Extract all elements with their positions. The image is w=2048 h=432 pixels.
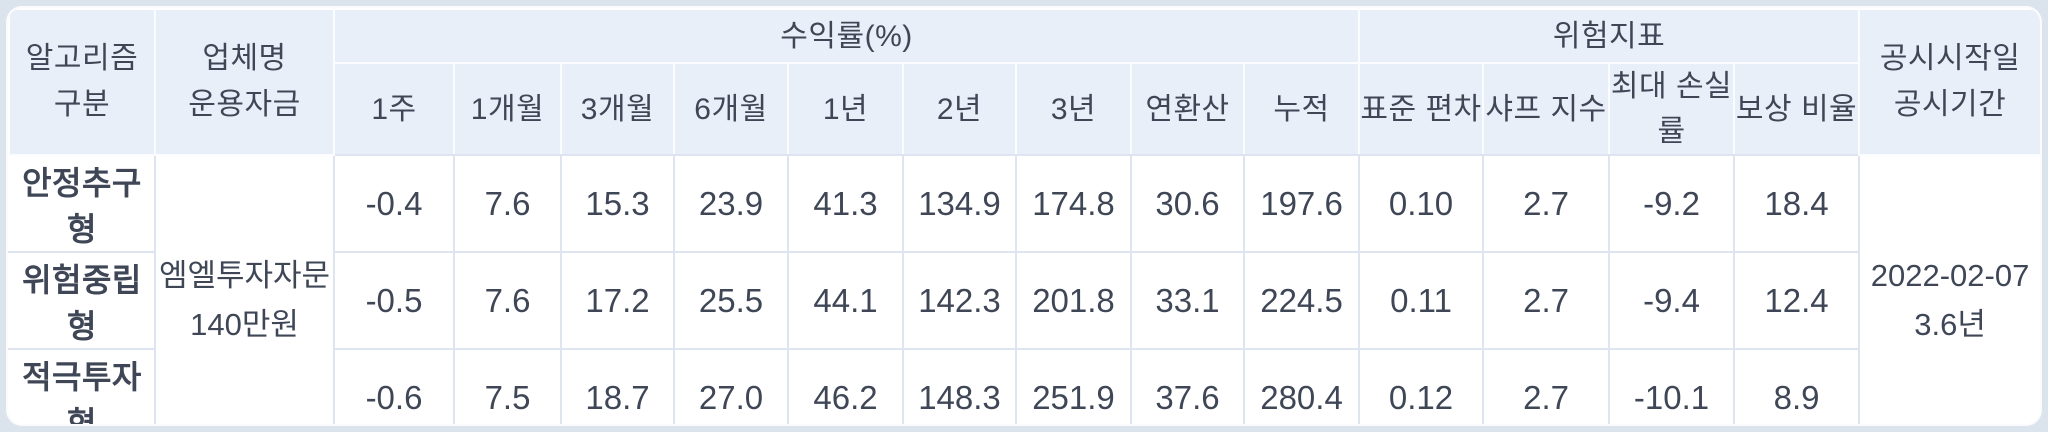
header-1-week: 1주 (334, 62, 455, 156)
risk-cell: 2.7 (1482, 251, 1611, 350)
return-cell: 224.5 (1242, 251, 1361, 350)
return-cell: 174.8 (1015, 154, 1132, 253)
header-returns-group: 수익률(%) (332, 9, 1361, 64)
return-cell: 27.0 (673, 348, 789, 424)
return-cell: 7.6 (453, 251, 562, 350)
header-disclosure: 공시시작일 공시기간 (1858, 9, 2040, 156)
risk-cell: 8.9 (1733, 348, 1860, 424)
performance-table: 알고리즘 구분 업체명 운용자금 수익률(%) 위험지표 공시시작일 공시기간 … (8, 8, 2040, 424)
row-label-aggressive: 적극투자형 (9, 348, 156, 424)
disclosure-date-cell: 2022-02-07 3.6년 (1858, 154, 2040, 424)
return-cell: 46.2 (787, 348, 904, 424)
table-row-aggressive: 적극투자형 -0.6 7.5 18.7 27.0 46.2 148.3 251.… (9, 348, 2040, 424)
header-3-month: 3개월 (560, 62, 675, 156)
return-cell: 134.9 (902, 154, 1017, 253)
return-cell: 251.9 (1015, 348, 1132, 424)
return-cell: 280.4 (1242, 348, 1361, 424)
return-cell: 15.3 (560, 154, 675, 253)
return-cell: 197.6 (1242, 154, 1361, 253)
return-cell: 33.1 (1130, 251, 1245, 350)
header-annualized: 연환산 (1130, 62, 1245, 156)
header-reward-ratio: 보상 비율 (1733, 62, 1860, 156)
risk-cell: 0.10 (1358, 154, 1485, 253)
return-cell: 37.6 (1130, 348, 1245, 424)
return-cell: 201.8 (1015, 251, 1132, 350)
return-cell: 17.2 (560, 251, 675, 350)
header-3-year: 3년 (1015, 62, 1132, 156)
risk-cell: -9.4 (1608, 251, 1736, 350)
risk-cell: 0.11 (1358, 251, 1485, 350)
header-company-funds: 업체명 운용자금 (154, 9, 335, 156)
table-row-neutral: 위험중립형 -0.5 7.6 17.2 25.5 44.1 142.3 201.… (9, 251, 2040, 350)
header-1-month: 1개월 (453, 62, 562, 156)
company-funds-cell: 엠엘투자자문 140만원 (154, 154, 335, 424)
risk-cell: 12.4 (1733, 251, 1860, 350)
header-std-deviation: 표준 편차 (1358, 62, 1485, 156)
return-cell: 41.3 (787, 154, 904, 253)
return-cell: 7.6 (453, 154, 562, 253)
risk-cell: 2.7 (1482, 348, 1611, 424)
row-label-neutral: 위험중립형 (9, 251, 156, 350)
return-cell: 44.1 (787, 251, 904, 350)
header-risk-group: 위험지표 (1358, 9, 1861, 64)
return-cell: -0.4 (333, 154, 455, 253)
risk-cell: 0.12 (1358, 348, 1485, 424)
header-1-year: 1년 (787, 62, 904, 156)
performance-table-container: 알고리즘 구분 업체명 운용자금 수익률(%) 위험지표 공시시작일 공시기간 … (8, 8, 2040, 424)
return-cell: 18.7 (560, 348, 675, 424)
table-header: 알고리즘 구분 업체명 운용자금 수익률(%) 위험지표 공시시작일 공시기간 … (9, 9, 2040, 156)
header-sharpe-ratio: 샤프 지수 (1482, 62, 1611, 156)
header-cumulative: 누적 (1242, 62, 1361, 156)
header-2-year: 2년 (902, 62, 1017, 156)
return-cell: 142.3 (902, 251, 1017, 350)
return-cell: 7.5 (453, 348, 562, 424)
risk-cell: -10.1 (1608, 348, 1736, 424)
header-algorithm-type: 알고리즘 구분 (9, 9, 156, 156)
header-group-row: 알고리즘 구분 업체명 운용자금 수익률(%) 위험지표 공시시작일 공시기간 (9, 9, 2040, 156)
risk-cell: 18.4 (1733, 154, 1861, 253)
header-max-drawdown: 최대 손실률 (1608, 62, 1736, 156)
header-6-month: 6개월 (673, 62, 789, 156)
risk-cell: 2.7 (1482, 154, 1611, 253)
risk-cell: -9.2 (1608, 154, 1736, 253)
table-row-stable: 안정추구형 엠엘투자자문 140만원 -0.4 7.6 15.3 23.9 41… (9, 154, 2040, 424)
return-cell: -0.6 (333, 348, 455, 424)
return-cell: 30.6 (1130, 154, 1245, 253)
return-cell: 23.9 (673, 154, 789, 253)
return-cell: -0.5 (333, 251, 455, 350)
table-body: 안정추구형 엠엘투자자문 140만원 -0.4 7.6 15.3 23.9 41… (9, 154, 2040, 424)
return-cell: 148.3 (902, 348, 1017, 424)
row-label-stable: 안정추구형 (9, 154, 156, 253)
return-cell: 25.5 (673, 251, 789, 350)
header-sub-row: 1주 1개월 3개월 6개월 1년 2년 3년 연환산 누적 표준 편차 샤프 … (9, 62, 2040, 156)
